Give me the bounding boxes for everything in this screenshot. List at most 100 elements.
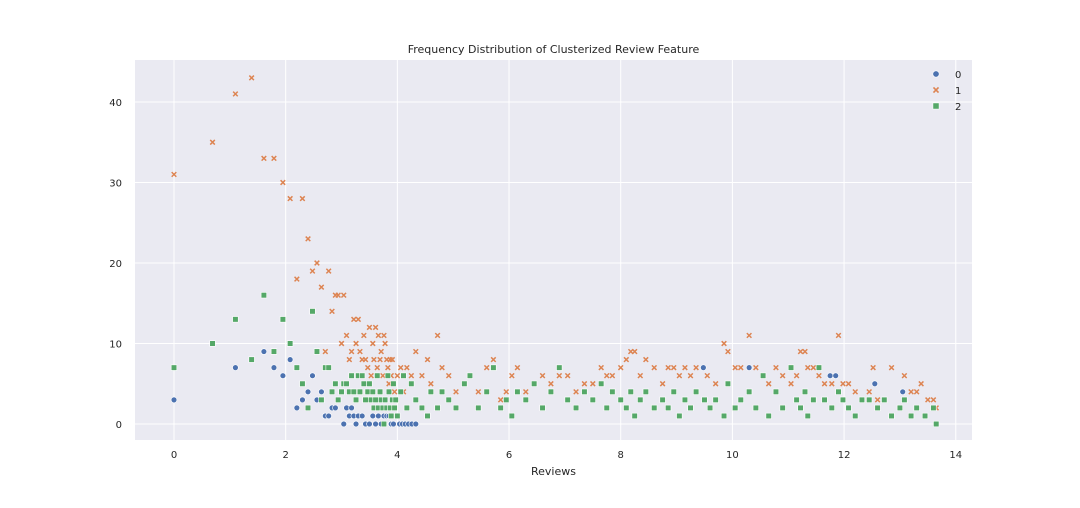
point-series-0 [318,388,325,395]
point-series-2 [466,372,474,379]
point-series-2 [531,380,538,387]
point-series-2 [828,404,835,412]
point-series-2 [670,388,677,395]
legend-label-2: 2 [955,102,961,113]
point-series-2 [209,340,216,347]
point-series-2 [335,396,342,403]
point-series-2 [760,372,767,379]
point-series-1 [930,397,937,403]
point-series-2 [343,380,350,387]
point-series-1 [434,332,441,339]
legend-marker-1 [932,86,940,94]
point-series-2 [547,388,555,395]
y-tick-label: 20 [109,259,122,270]
point-series-1 [271,155,277,162]
point-series-1 [322,348,329,355]
point-series-2 [490,364,497,371]
point-series-2 [901,396,908,403]
point-series-2 [681,396,689,403]
point-series-2 [907,412,915,420]
point-series-2 [325,364,332,371]
point-series-2 [930,404,937,412]
point-series-2 [372,396,379,403]
point-series-1 [816,372,822,379]
grid-lines [135,60,972,440]
point-series-2 [651,404,658,412]
point-series-2 [687,404,694,412]
point-series-2 [810,396,817,403]
point-series-0 [390,420,397,428]
point-series-2 [293,364,300,371]
point-series-0 [340,420,347,428]
point-series-2 [659,396,666,403]
point-series-2 [845,404,852,412]
point-series-1 [338,340,345,347]
point-series-1 [340,292,347,299]
point-series-2 [369,388,376,395]
point-series-1 [609,372,616,379]
point-series-2 [299,380,306,387]
point-series-2 [434,404,441,412]
point-series-1 [357,348,363,355]
point-series-1 [419,372,425,379]
point-series-0 [899,388,906,395]
point-series-0 [700,364,707,371]
point-series-0 [366,420,373,428]
point-series-1 [687,372,694,379]
x-tick-label: 0 [171,450,177,461]
x-tick-label: 14 [949,450,962,461]
point-series-1 [412,348,419,355]
point-series-2 [348,372,355,379]
point-series-2 [287,340,294,347]
point-series-1 [475,388,482,395]
point-series-1 [397,364,404,371]
point-series-1 [514,364,521,371]
point-series-1 [325,268,332,274]
point-series-1 [704,372,711,379]
point-series-1 [874,397,881,403]
x-tick-label: 10 [726,450,739,461]
point-series-1 [497,397,504,403]
point-series-2 [248,356,255,363]
point-series-2 [712,396,719,403]
point-series-1 [309,268,316,274]
point-series-2 [737,396,744,403]
point-series-2 [564,396,571,403]
point-series-2 [424,412,431,420]
point-series-1 [797,348,804,355]
y-tick-label: 0 [116,420,122,431]
point-series-2 [475,404,482,412]
point-series-1 [732,364,739,371]
point-series-2 [866,396,873,403]
chart-title: Frequency Distribution of Clusterized Re… [408,43,700,56]
point-series-1 [623,356,630,363]
point-series-2 [427,388,434,395]
point-series-1 [779,372,786,379]
point-series-1 [369,340,376,347]
point-series-2 [720,412,728,420]
point-series-2 [706,404,714,412]
point-series-2 [328,388,336,395]
point-series-1 [765,380,772,387]
data-points [170,75,940,428]
point-series-0 [412,420,419,428]
point-series-1 [394,372,401,379]
point-series-1 [925,397,931,403]
point-series-0 [260,348,268,355]
point-series-1 [603,372,610,379]
point-series-1 [280,179,286,186]
point-series-2 [933,420,940,428]
legend-label-1: 1 [955,86,961,97]
point-series-0 [170,396,178,404]
point-series-2 [497,404,504,412]
point-series-1 [643,356,649,363]
point-series-1 [381,332,387,339]
point-series-2 [772,388,780,395]
point-series-2 [362,396,369,403]
point-series-2 [821,396,828,403]
point-series-2 [350,388,357,395]
point-series-0 [286,356,294,363]
point-series-1 [424,356,431,363]
